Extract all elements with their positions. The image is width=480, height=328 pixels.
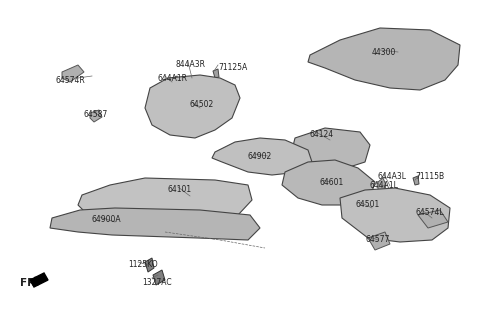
Text: 71125A: 71125A (218, 63, 247, 72)
Polygon shape (212, 138, 312, 175)
Polygon shape (145, 75, 240, 138)
Text: 64587: 64587 (83, 110, 107, 119)
Text: 64574R: 64574R (55, 76, 85, 85)
Polygon shape (213, 69, 219, 78)
Polygon shape (90, 110, 102, 122)
Polygon shape (78, 178, 252, 220)
Polygon shape (413, 176, 419, 185)
Text: 644A1R: 644A1R (158, 74, 188, 83)
Text: 64501: 64501 (355, 200, 379, 209)
Text: 64900A: 64900A (92, 215, 121, 224)
Text: 64902: 64902 (248, 152, 272, 161)
Polygon shape (292, 128, 370, 170)
Text: 44300: 44300 (372, 48, 396, 57)
Polygon shape (308, 28, 460, 90)
Text: 1327AC: 1327AC (142, 278, 172, 287)
Text: FR.: FR. (20, 278, 39, 288)
Polygon shape (172, 76, 180, 92)
Polygon shape (62, 65, 84, 82)
Text: 644A3L: 644A3L (378, 172, 407, 181)
Polygon shape (30, 273, 48, 287)
Text: 64502: 64502 (190, 100, 214, 109)
Text: 64574L: 64574L (415, 208, 444, 217)
Text: 64577: 64577 (365, 235, 389, 244)
Text: 64601: 64601 (319, 178, 343, 187)
Polygon shape (378, 178, 386, 196)
Text: 71115B: 71115B (415, 172, 444, 181)
Polygon shape (282, 160, 375, 205)
Text: 644A1L: 644A1L (370, 181, 399, 190)
Polygon shape (418, 210, 448, 228)
Text: 1125KO: 1125KO (128, 260, 157, 269)
Text: 64124: 64124 (310, 130, 334, 139)
Polygon shape (153, 270, 165, 285)
Polygon shape (340, 188, 450, 242)
Polygon shape (50, 208, 260, 240)
Text: 844A3R: 844A3R (175, 60, 205, 69)
Polygon shape (368, 232, 390, 250)
Polygon shape (145, 258, 154, 272)
Text: 64101: 64101 (168, 185, 192, 194)
